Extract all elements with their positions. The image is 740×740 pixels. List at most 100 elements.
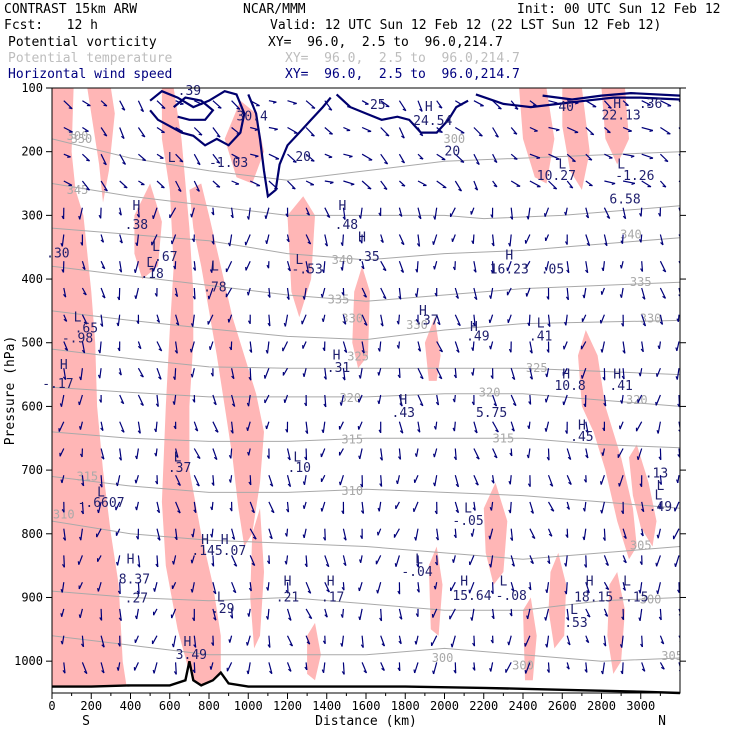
wind-arrowhead-124: [155, 480, 158, 485]
wind-arrowhead-393: [379, 617, 383, 622]
wind-arrowhead-19: [60, 613, 63, 617]
wind-arrowhead-195: [213, 617, 217, 621]
wind-vector-156: [193, 153, 201, 165]
wind-arrowhead-203: [228, 242, 231, 247]
wind-arrowhead-369: [359, 559, 362, 563]
wind-arrowhead-119: [158, 348, 163, 352]
wind-vector-28: [81, 261, 86, 270]
wind-vector-517: [492, 394, 498, 407]
wind-arrowhead-590: [545, 589, 548, 594]
wind-arrowhead-95: [134, 295, 137, 299]
wind-arrowhead-681: [620, 670, 624, 675]
wind-vector-294: [301, 314, 307, 325]
wind-arrowhead-477: [455, 509, 459, 514]
wind-vector-221: [250, 126, 259, 131]
wind-vector-146: [175, 474, 181, 486]
wind-arrowhead-302: [302, 534, 305, 539]
wind-arrowhead-242: [272, 101, 277, 104]
wind-arrowhead-399: [401, 184, 406, 187]
wind-arrowhead-438: [414, 640, 417, 645]
wind-arrowhead-97: [137, 345, 142, 350]
extremum-label-68: .145.07: [191, 544, 246, 559]
extremum-label-42: H: [613, 97, 621, 112]
wind-vector-676: [622, 528, 627, 539]
pv-contour-2-0: [149, 89, 246, 147]
wind-vector-591: [545, 608, 550, 621]
wind-arrowhead-427: [417, 348, 421, 352]
wind-arrowhead-110: [161, 106, 166, 109]
extremum-label-65: .49: [649, 500, 672, 515]
wind-arrowhead-183: [207, 295, 210, 300]
wind-vector-174: [193, 635, 197, 648]
wind-arrowhead-592: [545, 643, 548, 648]
wind-vector-296: [303, 368, 307, 377]
wind-arrowhead-426: [415, 319, 419, 323]
wind-arrowhead-464: [460, 160, 465, 163]
wind-arrowhead-216: [232, 590, 237, 594]
wind-vector-94: [134, 261, 139, 273]
wind-vector-454: [434, 475, 438, 487]
wind-vector-604: [562, 367, 568, 376]
theta-label-15: 320: [339, 391, 361, 405]
wind-arrowhead-397: [401, 135, 405, 139]
wind-vector-310: [324, 153, 333, 158]
wind-arrowhead-306: [306, 641, 311, 645]
wind-arrowhead-542: [508, 480, 511, 485]
wind-vector-626: [581, 368, 587, 379]
wind-arrowhead-523: [489, 563, 492, 568]
extremum-label-61: -.6607: [78, 496, 125, 511]
wind-arrowhead-164: [190, 373, 193, 378]
wind-vector-536: [507, 314, 512, 324]
extremum-label-37: L: [558, 157, 566, 172]
wind-vector-442: [436, 153, 446, 161]
wind-vector-436: [417, 582, 420, 593]
wind-arrowhead-435: [416, 563, 420, 568]
wind-arrowhead-479: [452, 559, 455, 563]
wind-arrowhead-527: [489, 668, 492, 672]
wind-arrowhead-90: [142, 159, 146, 162]
wind-vector-37: [81, 501, 84, 514]
wind-arrowhead-206: [227, 318, 230, 323]
wind-arrowhead-392: [376, 589, 379, 594]
wind-vector-416: [398, 635, 402, 644]
wind-arrowhead-638: [607, 106, 612, 109]
wind-vector-552: [529, 153, 541, 159]
wind-arrowhead-409: [398, 456, 401, 460]
wind-vector-126: [156, 528, 161, 541]
wind-arrowhead-415: [399, 616, 403, 620]
wind-arrowhead-229: [249, 349, 253, 353]
wind-vector-395: [380, 662, 385, 671]
wind-arrowhead-655: [605, 562, 609, 566]
wind-vector-108: [134, 635, 139, 644]
wind-vector-737: [678, 394, 680, 407]
extremum-label-7: L: [152, 240, 160, 255]
wind-vector-256: [268, 475, 274, 487]
wind-arrowhead-26: [78, 215, 81, 220]
wind-arrowhead-6: [61, 269, 65, 273]
wind-arrowhead-452: [433, 425, 437, 430]
wind-arrowhead-178: [216, 161, 221, 164]
terrain-line: [52, 660, 681, 695]
extremum-label-14: L: [168, 151, 176, 166]
y-tick-label-400: 400: [21, 272, 43, 286]
pv-shaded-region-8: [250, 508, 264, 649]
wind-vector-521: [490, 501, 494, 511]
wind-vector-723: [659, 608, 662, 620]
wind-arrowhead-297: [304, 402, 307, 407]
extremum-label-43: 22.13: [602, 108, 641, 123]
wind-arrowhead-197: [209, 666, 212, 670]
wind-arrowhead-669: [622, 350, 626, 354]
wind-arrowhead-240: [246, 641, 248, 646]
theta-contour-325-5: [52, 348, 680, 376]
wind-arrowhead-8: [63, 318, 68, 322]
wind-vector-236: [249, 528, 257, 540]
wind-arrowhead-710: [662, 269, 667, 273]
wind-vector-423: [417, 234, 421, 247]
wind-vector-379: [380, 234, 384, 243]
wind-arrowhead-9: [64, 347, 68, 351]
wind-vector-169: [193, 501, 197, 513]
wind-vector-370: [358, 582, 363, 592]
wind-arrowhead-107: [134, 615, 138, 620]
extremum-label-58: L: [293, 450, 301, 465]
wind-arrowhead-296: [302, 373, 305, 377]
